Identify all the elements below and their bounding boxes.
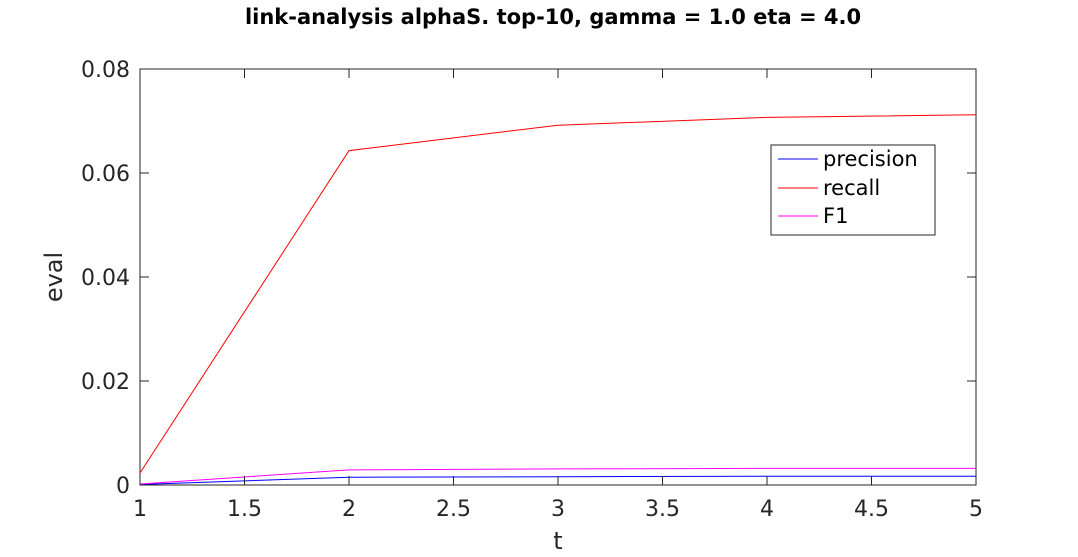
y-tick-label: 0.02 [81, 370, 130, 395]
y-tick-label: 0 [116, 474, 130, 499]
y-axis-label: eval [40, 252, 68, 302]
chart-title: link-analysis alphaS. top-10, gamma = 1.… [245, 5, 861, 29]
plot-area: 1 1.5 2 2.5 3 3.5 4 4.5 5 0 0.02 0.04 0.06 0.08 [81, 58, 983, 522]
x-tick-label: 4.5 [854, 497, 889, 522]
plot-frame [139, 68, 977, 486]
legend-label-precision: precision [823, 147, 918, 171]
x-tick-label: 2 [342, 497, 356, 522]
legend-label-f1: F1 [823, 204, 848, 228]
series-line-recall [139, 114, 977, 474]
x-tick-label: 2.5 [436, 497, 471, 522]
legend-items: precision recall F1 [778, 147, 918, 228]
y-tick-label: 0.06 [81, 162, 130, 187]
y-tick-label: 0.08 [81, 58, 130, 83]
x-tick-label: 1.5 [227, 497, 262, 522]
x-tick-label: 1 [133, 497, 147, 522]
legend-box [770, 144, 936, 236]
legend-label-recall: recall [823, 176, 880, 200]
y-tick-label: 0.04 [81, 266, 130, 291]
legend: precision recall F1 [770, 144, 936, 236]
x-tick-label: 4 [760, 497, 774, 522]
x-tick-label: 3.5 [645, 497, 680, 522]
x-axis-label: t [553, 527, 562, 555]
x-tick-label: 3 [551, 497, 565, 522]
x-tick-label: 5 [969, 497, 983, 522]
tick-layer: 1 1.5 2 2.5 3 3.5 4 4.5 5 0 0.02 0.04 0.06 0.08 [81, 58, 983, 522]
series-line-f1 [139, 467, 976, 485]
